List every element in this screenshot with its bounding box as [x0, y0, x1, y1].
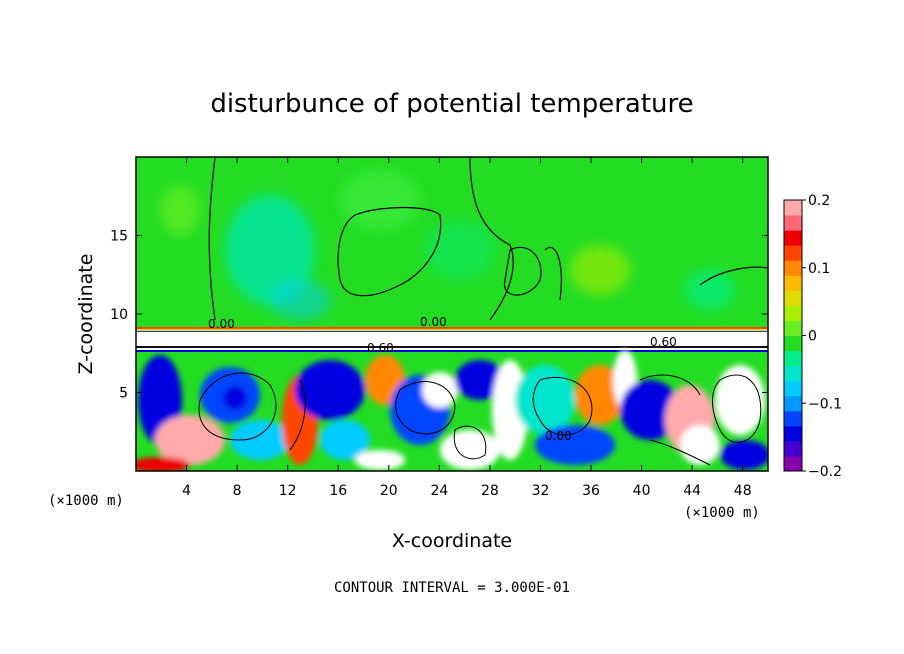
contour-label: 0.60 — [650, 335, 677, 349]
contour-label: 0.00 — [545, 429, 572, 443]
upper-field-variations — [160, 170, 735, 320]
x-tick-label: 4 — [182, 483, 191, 499]
colorbar-ticks: 0.2 0.1 0 −0.1 −0.2 — [802, 193, 842, 480]
y-axis-label: Z-coordinate — [75, 254, 97, 375]
x-tick-label: 24 — [430, 483, 448, 499]
x-tick-label: 16 — [329, 483, 347, 499]
x-unit-left: (×1000 m) — [48, 493, 124, 509]
x-tick-label: 36 — [582, 483, 600, 499]
plot-area — [136, 157, 768, 471]
chart-title: disturbunce of potential temperature — [210, 89, 693, 119]
colorbar-swatch — [784, 320, 802, 336]
x-tick-label: 20 — [380, 483, 398, 499]
x-axis-label: X-coordinate — [392, 530, 512, 552]
x-ticks: 4 8 12 16 20 24 28 32 36 40 44 48 — [182, 157, 752, 499]
colorbar-swatch — [784, 365, 802, 382]
colorbar-swatch — [784, 200, 802, 216]
y-ticks: 5 10 15 — [110, 229, 768, 402]
y-tick-label: 5 — [119, 386, 128, 402]
colorbar-tick-label: −0.1 — [808, 396, 842, 412]
colorbar-swatch — [784, 275, 802, 291]
colorbar-swatch — [784, 410, 802, 427]
colorbar-swatch — [784, 350, 802, 367]
colorbar-tick-label: 0.2 — [808, 193, 830, 209]
colorbar-swatch — [784, 395, 802, 412]
colorbar-tick-label: −0.2 — [808, 464, 842, 480]
colorbar-swatch — [784, 305, 802, 321]
y-tick-label: 15 — [110, 229, 128, 245]
contour-label: 0.60 — [367, 341, 394, 355]
lower-contours — [198, 372, 762, 466]
colorbar-swatch — [784, 440, 802, 457]
colorbar — [783, 199, 803, 472]
colorbar-swatch — [784, 215, 802, 231]
colorbar-tick-label: 0 — [808, 329, 817, 345]
contour-label: 0.00 — [420, 315, 447, 329]
contour-interval-note: CONTOUR INTERVAL = 3.000E-01 — [334, 580, 570, 596]
colorbar-swatch — [784, 425, 802, 442]
inversion-bands — [136, 327, 768, 352]
colorbar-swatch — [784, 290, 802, 306]
colorbar-swatch — [784, 380, 802, 397]
inversion-layer — [136, 329, 768, 351]
colorbar-tick-label: 0.1 — [808, 261, 830, 277]
colorbar-swatch — [784, 245, 802, 261]
x-tick-label: 12 — [279, 483, 297, 499]
x-tick-label: 44 — [683, 483, 701, 499]
colorbar-swatch — [784, 230, 802, 246]
contour-labels: 0.00 0.00 0.60 0.60 0.00 — [208, 315, 677, 443]
colorbar-swatch — [784, 335, 802, 352]
x-tick-label: 48 — [734, 483, 752, 499]
x-tick-label: 40 — [633, 483, 651, 499]
colorbar-swatch — [784, 260, 802, 276]
x-tick-label: 32 — [532, 483, 550, 499]
contour-label: 0.00 — [208, 317, 235, 331]
x-tick-label: 8 — [233, 483, 242, 499]
lower-turbulence — [136, 350, 768, 471]
x-tick-label: 28 — [481, 483, 499, 499]
upper-contours — [208, 157, 768, 321]
colorbar-swatch — [784, 455, 802, 472]
y-tick-label: 10 — [110, 307, 128, 323]
x-unit-right: (×1000 m) — [684, 505, 760, 521]
